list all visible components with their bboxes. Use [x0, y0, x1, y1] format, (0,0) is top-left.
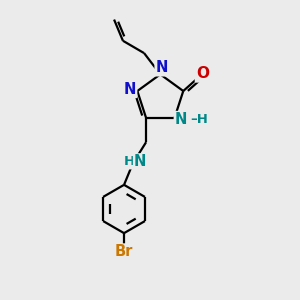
Text: N: N	[134, 154, 146, 169]
Text: N: N	[175, 112, 187, 127]
Text: O: O	[196, 66, 209, 81]
Text: N: N	[156, 60, 168, 75]
Text: –H: –H	[190, 113, 208, 126]
Text: Br: Br	[115, 244, 133, 260]
Text: N: N	[124, 82, 136, 97]
Text: H: H	[124, 155, 135, 168]
